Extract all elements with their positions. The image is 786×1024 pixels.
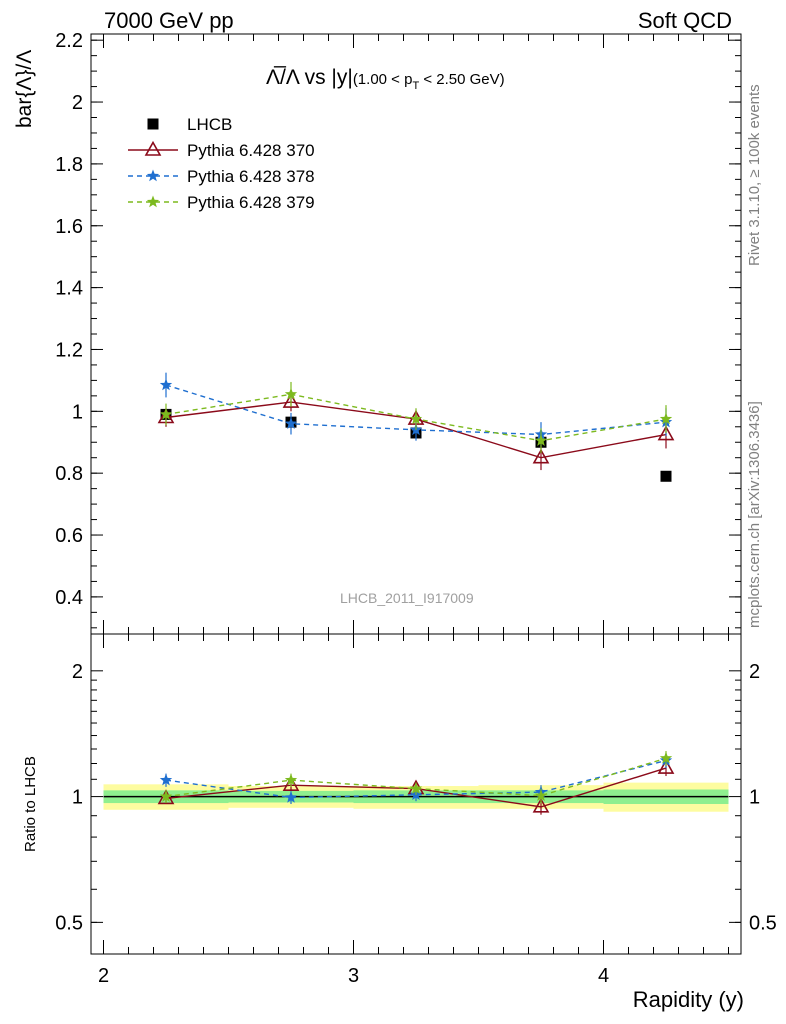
- main-point-3-0: [159, 407, 173, 420]
- axes-frames: 0.4 0.6 0.8 1 1.2 1.4 1.6 1.8 2 2.2 2 3 4 0.5 0.5 1 1 2 2: [55, 30, 777, 987]
- main-point-3-1: [284, 387, 298, 400]
- legend-entry-2: Pythia 6.428 378: [128, 167, 315, 186]
- ratio-y-tick-label-2: 2: [72, 661, 83, 683]
- header-right-label: Soft QCD: [637, 8, 732, 33]
- main-y-tick-label-9: 2.2: [55, 30, 83, 52]
- legend-label-2: Pythia 6.428 378: [187, 167, 315, 186]
- main-y-tick-label-4: 1.2: [55, 339, 83, 361]
- x-axis-label: Rapidity (y): [632, 987, 744, 1012]
- x-tick-label-0: 2: [98, 965, 109, 987]
- chart-title-main: Λ̅/Λ vs |y|: [266, 66, 353, 89]
- analysis-id-label: LHCB_2011_I917009: [340, 590, 474, 606]
- legend-marker-1: [144, 140, 162, 156]
- main-y-tick-label-7: 1.8: [55, 154, 83, 176]
- rivet-version-label: Rivet 3.1.10, ≥ 100k events: [746, 84, 763, 266]
- chart-title: Λ̅/Λ vs |y|(1.00 < pT < 2.50 GeV): [266, 66, 505, 92]
- main-point-0-4: [660, 470, 672, 482]
- chart-title-sub: (1.00 < p: [352, 71, 413, 88]
- ratio-y-tick-label-right-2: 2: [749, 661, 760, 683]
- ratio-point-1-1: [284, 791, 298, 803]
- main-y-tick-label-2: 0.8: [55, 463, 83, 485]
- legend-entry-3: Pythia 6.428 379: [128, 193, 315, 212]
- main-point-1-4: [657, 425, 675, 441]
- main-point-1-3: [532, 448, 550, 464]
- ratio-point-2-4: [659, 751, 673, 764]
- ratio-point-0-4: [657, 758, 675, 774]
- main-y-axis-label: bar{Λ}/Λ: [13, 49, 36, 128]
- legend-marker-3: [146, 195, 160, 208]
- ratio-point-0-1: [282, 776, 300, 791]
- legend-label-0: LHCB: [187, 115, 232, 134]
- x-tick-label-1: 3: [348, 965, 359, 987]
- legend-label-1: Pythia 6.428 370: [187, 141, 315, 160]
- legend: LHCB Pythia 6.428 370 Pythia 6.428 378 Pyth…: [128, 115, 315, 212]
- main-point-2-1: [284, 417, 298, 429]
- main-y-tick-label-1: 0.6: [55, 525, 83, 547]
- main-y-tick-label-0: 0.4: [55, 587, 83, 609]
- ratio-y-tick-label-right-0: 0.5: [749, 912, 777, 934]
- legend-entry-0: LHCB: [147, 115, 232, 134]
- main-point-3-3: [534, 434, 548, 446]
- legend-label-3: Pythia 6.428 379: [187, 193, 315, 212]
- ratio-point-0-3: [532, 797, 550, 813]
- chart-title-sub-end: < 2.50 GeV): [419, 71, 505, 88]
- main-point-3-4: [659, 412, 673, 425]
- ratio-point-2-0: [159, 790, 173, 802]
- ratio-point-2-1: [284, 773, 298, 786]
- ratio-series-line-1: [165, 759, 667, 799]
- x-tick-label-2: 4: [598, 965, 609, 987]
- ratio-series-line-2: [165, 757, 667, 798]
- main-y-tick-label-6: 1.6: [55, 216, 83, 238]
- main-point-1-1: [282, 392, 300, 408]
- main-y-tick-label-5: 1.4: [55, 278, 83, 300]
- ratio-y-tick-label-right-1: 1: [749, 787, 760, 809]
- main-y-tick-label-8: 2: [72, 92, 83, 114]
- legend-marker-2: [146, 169, 160, 182]
- ratio-y-tick-label-0: 0.5: [55, 912, 83, 934]
- ratio-y-axis-label: Ratio to LHCB: [22, 756, 39, 852]
- main-series-3: [159, 381, 673, 454]
- main-point-3-2: [409, 412, 423, 425]
- ratio-point-2-3: [534, 789, 548, 801]
- ratio-y-tick-label-1: 1: [72, 787, 83, 809]
- main-y-tick-label-3: 1: [72, 401, 83, 423]
- ratio-point-0-0: [157, 789, 175, 805]
- data-series: [157, 372, 675, 815]
- chart-title-sub-index: T: [412, 80, 420, 93]
- header-left-label: 7000 GeV pp: [104, 8, 234, 33]
- main-point-2-0: [159, 378, 173, 391]
- ratio-point-2-2: [409, 782, 423, 794]
- legend-entry-1: Pythia 6.428 370: [128, 140, 315, 160]
- legend-marker-0: [147, 118, 159, 130]
- ratio-plot-frame: [90, 633, 742, 955]
- ratio-point-1-0: [159, 773, 173, 786]
- mcplots-reference-label: mcplots.cern.ch [arXiv:1306.3436]: [746, 401, 763, 628]
- ratio-series-2: [159, 751, 673, 804]
